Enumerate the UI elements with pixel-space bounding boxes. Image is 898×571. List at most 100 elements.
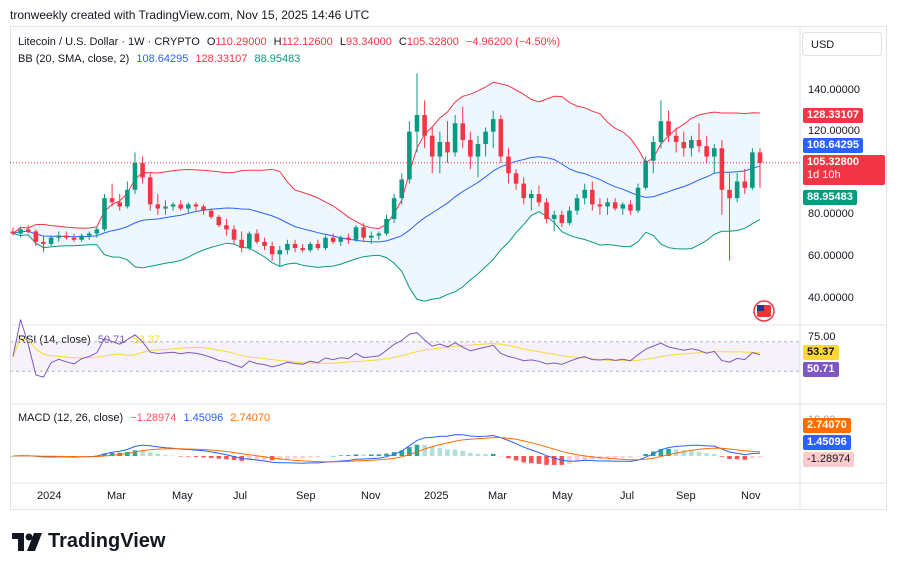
high-value: 112.12600 bbox=[281, 36, 333, 48]
candle-body bbox=[666, 121, 671, 136]
macd-histogram-bar bbox=[536, 456, 542, 464]
candle bbox=[163, 200, 168, 215]
candle bbox=[429, 127, 435, 174]
macd-signal-line bbox=[12, 437, 761, 463]
macd-histogram-bar bbox=[353, 454, 359, 456]
candle-body bbox=[315, 243, 321, 249]
macd-histogram-bar bbox=[574, 456, 580, 463]
candle bbox=[361, 223, 366, 242]
candle-body bbox=[429, 135, 435, 157]
bb-legend: BB (20, SMA, close, 2) 108.64295 128.331… bbox=[18, 53, 304, 65]
macd-histogram-bar bbox=[689, 450, 694, 456]
macd-histogram-bar bbox=[628, 456, 633, 458]
candle-body bbox=[437, 142, 443, 157]
tradingview-logo-icon bbox=[12, 532, 42, 551]
candle-body bbox=[368, 235, 374, 238]
rsi-line bbox=[12, 319, 761, 378]
macd-histogram-bar bbox=[513, 456, 519, 461]
candle-body bbox=[719, 148, 725, 190]
macd-histogram-bar bbox=[407, 447, 412, 456]
candle-body bbox=[239, 239, 244, 249]
macd-histogram-bar bbox=[368, 454, 374, 456]
low-label: L bbox=[339, 36, 346, 48]
price-tick: 60.00000 bbox=[808, 250, 854, 262]
candle-body bbox=[452, 123, 458, 153]
currency-selector[interactable]: USD bbox=[802, 32, 882, 56]
macd-histogram-bar bbox=[582, 456, 587, 461]
candle bbox=[201, 204, 206, 215]
rsi-pane bbox=[10, 319, 800, 378]
brand-name: TradingView bbox=[48, 530, 166, 552]
candle-body bbox=[711, 148, 717, 157]
candle-body bbox=[132, 162, 138, 190]
candle bbox=[346, 233, 351, 244]
candle-body bbox=[247, 233, 252, 249]
candle bbox=[750, 148, 755, 190]
candle-body bbox=[163, 206, 168, 209]
macd-histogram-bar bbox=[612, 456, 618, 459]
candle bbox=[521, 177, 526, 205]
candle-body bbox=[605, 202, 610, 207]
candle-body bbox=[681, 142, 687, 149]
rsi-label[interactable]: RSI (14, close) bbox=[18, 334, 91, 346]
bollinger-band-fill bbox=[13, 82, 760, 302]
price-tick: 80.00000 bbox=[808, 208, 854, 220]
price-tick: 140.00000 bbox=[808, 84, 860, 96]
tradingview-logo[interactable]: TradingView bbox=[12, 530, 165, 553]
candle bbox=[170, 202, 176, 211]
candle-body bbox=[529, 194, 534, 199]
candle-body bbox=[460, 123, 466, 140]
attribution-text: tronweekly created with TradingView.com,… bbox=[10, 8, 370, 22]
candle-body bbox=[178, 204, 183, 209]
candle bbox=[696, 123, 702, 153]
bb-label[interactable]: BB (20, SMA, close, 2) bbox=[18, 53, 130, 65]
macd-histogram-bar bbox=[422, 444, 427, 456]
candle bbox=[742, 169, 748, 194]
candle-body bbox=[117, 202, 123, 207]
macd-label[interactable]: MACD (12, 26, close) bbox=[18, 412, 124, 424]
price-tick: 40.00000 bbox=[808, 292, 854, 304]
candle-body bbox=[10, 231, 16, 234]
candle-body bbox=[262, 241, 267, 246]
candle bbox=[711, 144, 717, 174]
bollinger-fill bbox=[13, 82, 760, 302]
candle-body bbox=[407, 131, 412, 180]
candle-body bbox=[48, 237, 54, 244]
macd-histogram-bar bbox=[208, 456, 214, 458]
macd-histogram-bar bbox=[757, 456, 763, 458]
candle-body bbox=[635, 187, 641, 211]
pane-separators bbox=[10, 27, 887, 509]
candle-body bbox=[155, 204, 161, 209]
candle-body bbox=[79, 235, 84, 240]
candle bbox=[612, 198, 618, 211]
macd-histogram-bar bbox=[292, 456, 298, 459]
macd-histogram-bar bbox=[498, 455, 504, 457]
symbol-name[interactable]: Litecoin / U.S. Dollar · 1W · CRYPTO bbox=[18, 36, 200, 48]
macd-histogram-bar bbox=[666, 448, 671, 456]
candle bbox=[452, 114, 458, 157]
candle bbox=[399, 173, 405, 205]
time-tick: Mar bbox=[488, 490, 507, 502]
candle-body bbox=[292, 243, 298, 249]
candle-body bbox=[422, 114, 427, 136]
time-tick: Jul bbox=[620, 490, 635, 502]
macd-histogram-bar bbox=[643, 453, 648, 456]
time-tick: Mar bbox=[107, 490, 126, 502]
candle bbox=[407, 121, 412, 184]
macd-histogram-bar bbox=[361, 454, 366, 456]
candle-body bbox=[475, 144, 481, 157]
candle bbox=[658, 100, 664, 149]
candle-body bbox=[323, 237, 328, 249]
candle-body bbox=[727, 189, 732, 199]
candle bbox=[460, 106, 466, 149]
bb-lower-value: 88.95483 bbox=[254, 53, 301, 65]
candle-body bbox=[590, 189, 595, 205]
rsi-value: 50.71 bbox=[97, 334, 126, 346]
macd-histogram-bar bbox=[605, 456, 610, 459]
time-tick: May bbox=[552, 490, 573, 502]
candle-body bbox=[208, 210, 214, 217]
candle bbox=[18, 227, 23, 238]
price-tick: 120.00000 bbox=[808, 125, 860, 137]
macd-histogram-bar bbox=[719, 456, 725, 457]
rsi-legend: RSI (14, close) 50.71 53.37 bbox=[18, 334, 164, 346]
